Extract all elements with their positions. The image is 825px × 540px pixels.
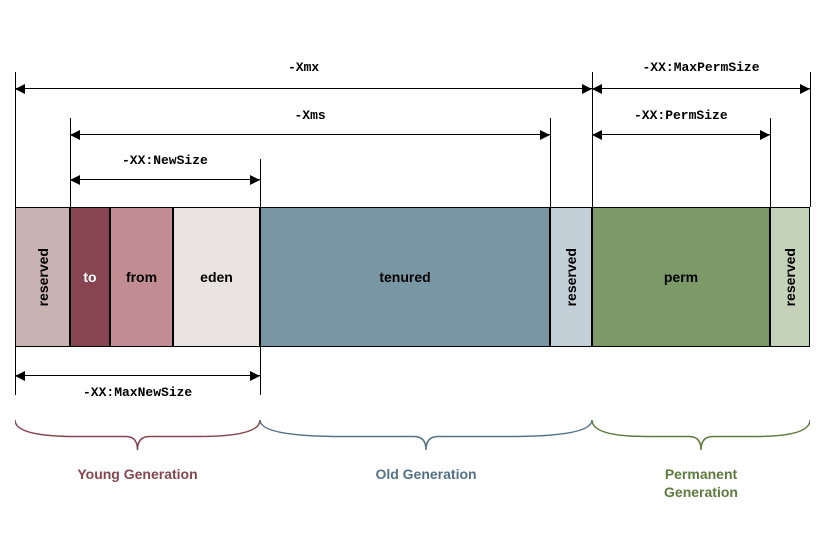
arrow-right-icon (582, 84, 592, 94)
arrow-right-icon (800, 84, 810, 94)
dim-line-xmx (15, 88, 592, 89)
block-label-eden: eden (200, 269, 233, 285)
dim-line-xms (70, 134, 550, 135)
dim-label-maxperm: -XX:MaxPermSize (639, 60, 764, 75)
arrow-left-icon (592, 84, 602, 94)
brace-old (260, 420, 592, 452)
dim-label-newsize: -XX:NewSize (118, 153, 212, 168)
brace-perm (592, 420, 810, 452)
dim-label-xmx: -Xmx (284, 60, 323, 75)
arrow-left-icon (592, 130, 602, 140)
dim-tick (550, 118, 551, 207)
block-label-reserved-old: reserved (563, 248, 579, 306)
dim-line-permsize (592, 134, 770, 135)
arrow-right-icon (540, 130, 550, 140)
block-label-reserved-young: reserved (35, 248, 51, 306)
arrow-left-icon (15, 84, 25, 94)
dim-label-xms: -Xms (291, 108, 330, 123)
generation-label-young: Young Generation (15, 465, 260, 483)
block-to: to (70, 207, 110, 347)
arrow-left-icon (70, 175, 80, 185)
dim-label-permsize: -XX:PermSize (630, 108, 732, 123)
block-label-tenured: tenured (379, 269, 430, 285)
generation-label-old: Old Generation (260, 465, 592, 483)
block-label-reserved-perm: reserved (782, 248, 798, 306)
dim-tick (770, 118, 771, 207)
block-label-perm: perm (664, 269, 698, 285)
block-from: from (110, 207, 173, 347)
generation-label-perm: PermanentGeneration (592, 465, 810, 501)
block-eden: eden (173, 207, 260, 347)
block-tenured: tenured (260, 207, 550, 347)
block-perm: perm (592, 207, 770, 347)
dim-tick (260, 159, 261, 207)
brace-young (15, 420, 260, 452)
block-reserved-old: reserved (550, 207, 592, 347)
arrow-left-icon (15, 371, 25, 381)
dim-line-newsize (70, 179, 260, 180)
dim-tick (810, 72, 811, 207)
block-reserved-young: reserved (15, 207, 70, 347)
block-label-to: to (83, 269, 96, 285)
dim-line-maxperm (592, 88, 810, 89)
jvm-heap-diagram: reserved to from eden tenured reserved perm res… (0, 0, 825, 540)
arrow-right-icon (250, 175, 260, 185)
block-reserved-perm: reserved (770, 207, 810, 347)
dim-line-maxnewsize (15, 375, 260, 376)
arrow-right-icon (250, 371, 260, 381)
block-label-from: from (126, 269, 157, 285)
arrow-left-icon (70, 130, 80, 140)
dim-tick (260, 347, 261, 395)
dim-label-maxnewsize: -XX:MaxNewSize (79, 385, 196, 400)
arrow-right-icon (760, 130, 770, 140)
